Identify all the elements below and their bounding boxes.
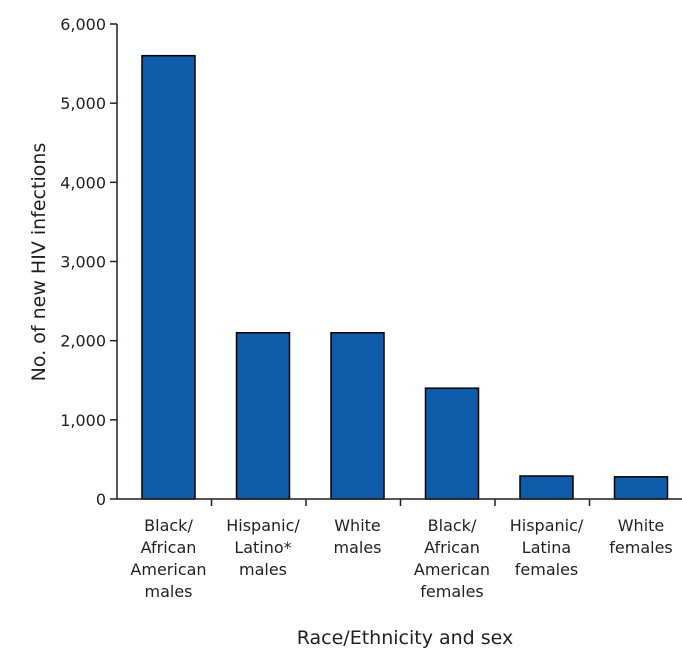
y-axis-title: No. of new HIV infections (28, 143, 50, 382)
category-label-line: females (609, 538, 673, 557)
plot-area: 0 1,000 2,000 3,000 4,000 5,000 6,000 Black/Afr… (60, 15, 682, 601)
category-label-line: females (515, 560, 579, 579)
category-label-line: African (141, 538, 197, 557)
bar (519, 475, 574, 500)
category-label: White females (609, 516, 673, 557)
y-tick-label: 2,000 (60, 332, 106, 351)
y-tick-label: 1,000 (60, 411, 106, 430)
category-label: White males (333, 516, 381, 557)
category-label: Hispanic/Latino* males (226, 516, 300, 579)
category-label: Black/African American females (414, 516, 490, 601)
category-label-line: males (239, 560, 287, 579)
category-label-line: females (420, 582, 484, 601)
bar (235, 332, 291, 500)
category-label-line: males (144, 582, 192, 601)
category-label-line: Latino* (234, 538, 291, 557)
category-label-line: Hispanic/ (510, 516, 584, 535)
category-label-line: White (334, 516, 381, 535)
category-label-line: Black/ (144, 516, 193, 535)
y-tick-label: 5,000 (60, 94, 106, 113)
category-label-line: Latina (522, 538, 571, 557)
bar (613, 476, 669, 500)
y-tick-label: 0 (96, 490, 106, 509)
category-label-line: Hispanic/ (226, 516, 300, 535)
category-label-line: African (424, 538, 480, 557)
y-tick-label: 6,000 (60, 15, 106, 34)
y-tick-label: 3,000 (60, 253, 106, 272)
y-tick-label: 4,000 (60, 173, 106, 192)
bar (424, 387, 480, 500)
category-label: Hispanic/Latina females (510, 516, 584, 579)
x-axis-title: Race/Ethnicity and sex (297, 627, 514, 649)
category-label-line: American (414, 560, 490, 579)
category-label-line: White (618, 516, 665, 535)
category-label: Black/African American males (130, 516, 206, 601)
category-label-line: Black/ (428, 516, 477, 535)
bar (141, 54, 196, 500)
category-label-line: American (130, 560, 206, 579)
bar (330, 332, 385, 500)
category-label-line: males (333, 538, 381, 557)
